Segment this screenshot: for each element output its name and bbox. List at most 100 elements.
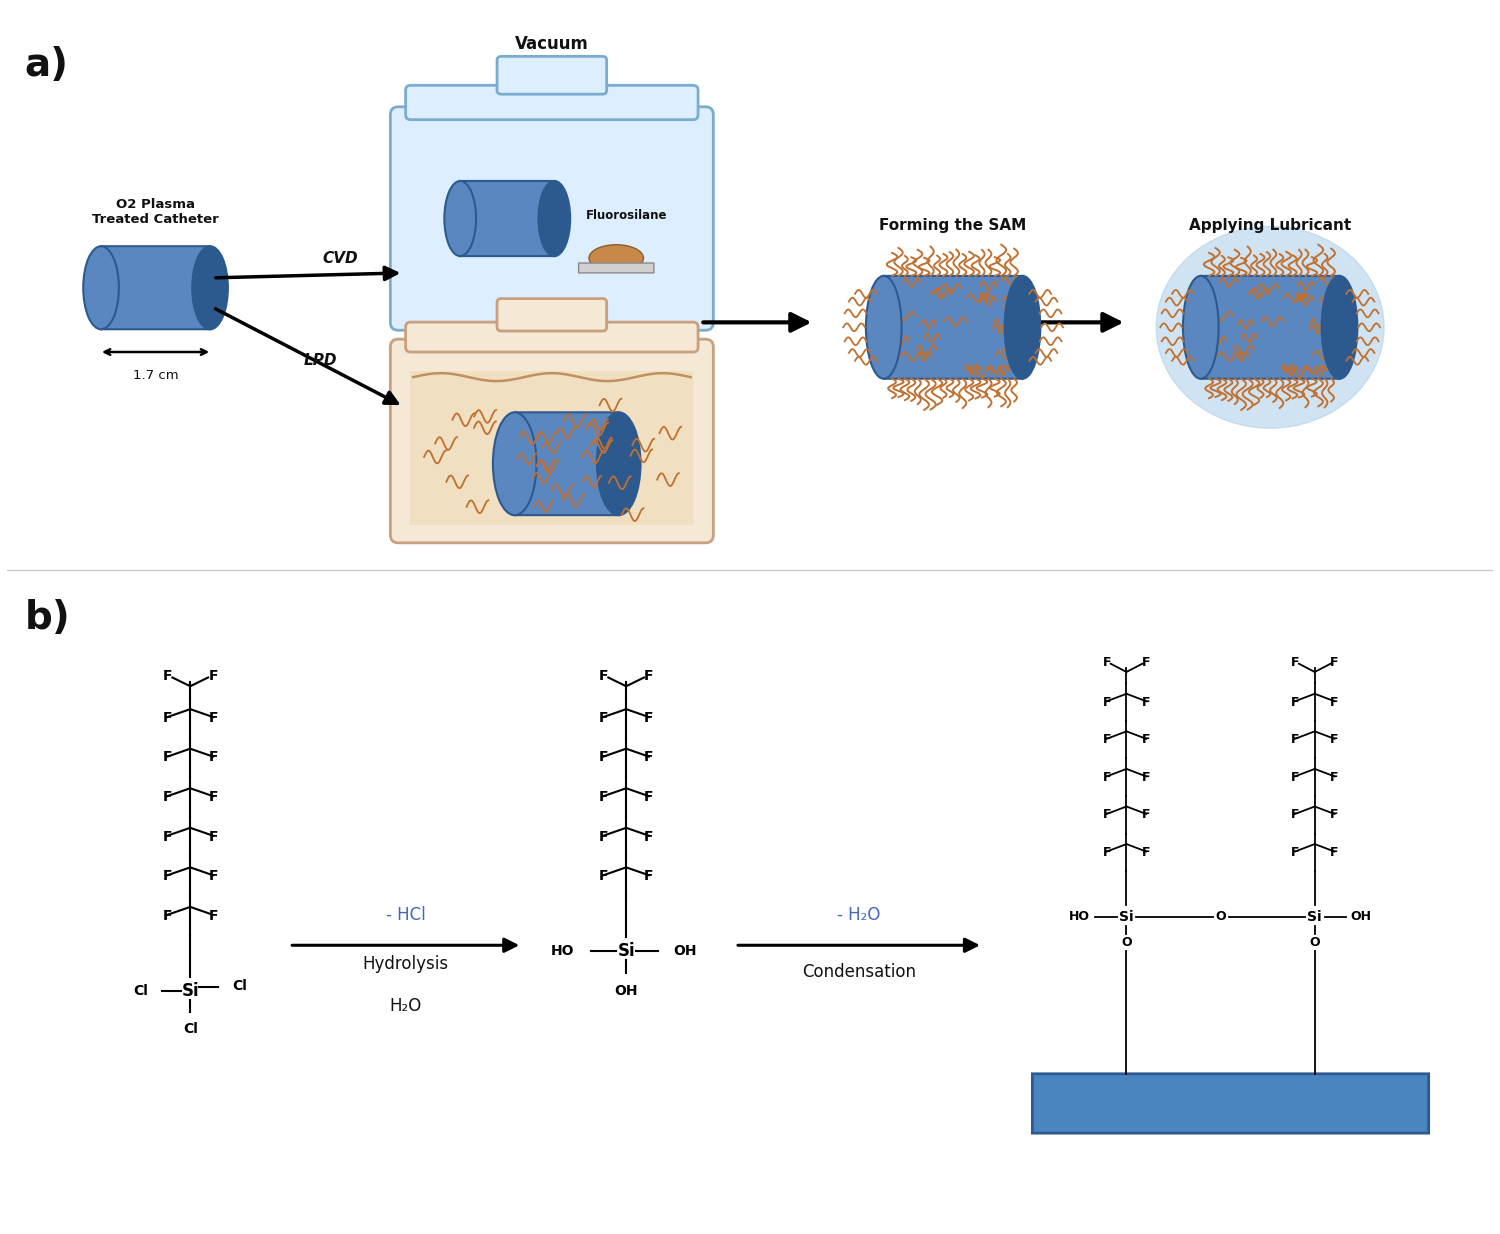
Text: F: F bbox=[162, 829, 172, 844]
Text: F: F bbox=[1330, 656, 1340, 669]
Text: F: F bbox=[1330, 696, 1340, 708]
FancyBboxPatch shape bbox=[496, 57, 606, 94]
Text: F: F bbox=[644, 790, 654, 805]
Text: O2 Plasma
Treated Catheter: O2 Plasma Treated Catheter bbox=[92, 199, 219, 227]
FancyBboxPatch shape bbox=[514, 412, 618, 515]
Text: F: F bbox=[1142, 696, 1150, 708]
Ellipse shape bbox=[538, 181, 570, 257]
Text: O: O bbox=[1215, 911, 1225, 923]
Text: F: F bbox=[1290, 733, 1299, 747]
Text: F: F bbox=[209, 829, 218, 844]
Text: F: F bbox=[598, 669, 608, 684]
Text: F: F bbox=[644, 669, 654, 684]
Text: Si: Si bbox=[182, 982, 200, 1000]
Ellipse shape bbox=[865, 276, 901, 379]
Text: F: F bbox=[1102, 845, 1112, 859]
Text: F: F bbox=[644, 711, 654, 724]
Text: F: F bbox=[598, 829, 608, 844]
Text: Si: Si bbox=[1308, 909, 1322, 924]
Text: F: F bbox=[1102, 808, 1112, 822]
Text: F: F bbox=[209, 790, 218, 805]
Text: F: F bbox=[598, 869, 608, 884]
Text: F: F bbox=[1290, 771, 1299, 784]
Text: F: F bbox=[162, 711, 172, 724]
Text: F: F bbox=[644, 829, 654, 844]
FancyBboxPatch shape bbox=[405, 85, 698, 120]
Text: F: F bbox=[1102, 733, 1112, 747]
Text: Vacuum: Vacuum bbox=[514, 35, 590, 53]
Ellipse shape bbox=[192, 247, 228, 329]
FancyBboxPatch shape bbox=[390, 339, 714, 543]
Text: Condensation: Condensation bbox=[802, 963, 916, 981]
Text: 1.7 cm: 1.7 cm bbox=[132, 369, 178, 381]
Text: F: F bbox=[1330, 845, 1340, 859]
FancyBboxPatch shape bbox=[460, 181, 555, 257]
Text: Fluorosilane: Fluorosilane bbox=[585, 209, 668, 221]
FancyBboxPatch shape bbox=[884, 276, 1023, 379]
Text: F: F bbox=[162, 669, 172, 684]
Text: a): a) bbox=[26, 46, 69, 84]
FancyBboxPatch shape bbox=[390, 107, 714, 331]
FancyBboxPatch shape bbox=[405, 322, 698, 352]
Text: F: F bbox=[1330, 733, 1340, 747]
Text: Cl: Cl bbox=[232, 979, 246, 993]
Text: F: F bbox=[1142, 733, 1150, 747]
Text: HO: HO bbox=[1068, 911, 1089, 923]
Text: F: F bbox=[1142, 808, 1150, 822]
Text: F: F bbox=[209, 711, 218, 724]
Ellipse shape bbox=[444, 181, 476, 257]
Text: H₂O: H₂O bbox=[390, 997, 422, 1014]
Ellipse shape bbox=[597, 412, 640, 515]
Text: Cl: Cl bbox=[183, 1023, 198, 1037]
Text: F: F bbox=[1330, 771, 1340, 784]
FancyBboxPatch shape bbox=[100, 247, 210, 329]
Text: F: F bbox=[1290, 696, 1299, 708]
Text: Forming the SAM: Forming the SAM bbox=[879, 218, 1026, 233]
Text: F: F bbox=[644, 750, 654, 764]
Text: Si: Si bbox=[1119, 909, 1134, 924]
Text: Applying Lubricant: Applying Lubricant bbox=[1190, 218, 1352, 233]
Text: F: F bbox=[1142, 656, 1150, 669]
FancyBboxPatch shape bbox=[1032, 1074, 1428, 1133]
Text: O: O bbox=[1310, 937, 1320, 949]
Text: F: F bbox=[209, 869, 218, 884]
Text: OH: OH bbox=[615, 983, 638, 998]
Ellipse shape bbox=[494, 412, 537, 515]
Text: F: F bbox=[598, 711, 608, 724]
Text: F: F bbox=[209, 750, 218, 764]
Text: F: F bbox=[1290, 845, 1299, 859]
Text: Hydrolysis: Hydrolysis bbox=[363, 955, 448, 974]
Text: F: F bbox=[209, 908, 218, 923]
Text: F: F bbox=[1102, 771, 1112, 784]
Ellipse shape bbox=[1156, 227, 1384, 428]
Text: F: F bbox=[1290, 656, 1299, 669]
Text: CVD: CVD bbox=[322, 251, 357, 267]
Ellipse shape bbox=[1184, 276, 1218, 379]
Ellipse shape bbox=[82, 247, 118, 329]
Text: F: F bbox=[598, 750, 608, 764]
Text: F: F bbox=[1142, 771, 1150, 784]
Text: - HCl: - HCl bbox=[386, 906, 426, 923]
Ellipse shape bbox=[1005, 276, 1041, 379]
Text: F: F bbox=[598, 790, 608, 805]
Text: O: O bbox=[1120, 937, 1132, 949]
Text: F: F bbox=[1290, 808, 1299, 822]
FancyBboxPatch shape bbox=[410, 371, 693, 524]
Text: b): b) bbox=[26, 600, 70, 637]
Text: F: F bbox=[644, 869, 654, 884]
FancyBboxPatch shape bbox=[579, 263, 654, 273]
Text: F: F bbox=[209, 669, 218, 684]
Text: F: F bbox=[162, 790, 172, 805]
Text: F: F bbox=[1330, 808, 1340, 822]
Text: Cl: Cl bbox=[134, 983, 148, 998]
FancyBboxPatch shape bbox=[1202, 276, 1340, 379]
Text: Si: Si bbox=[618, 943, 634, 960]
Ellipse shape bbox=[590, 244, 644, 271]
Text: F: F bbox=[1142, 845, 1150, 859]
Text: - H₂O: - H₂O bbox=[837, 906, 880, 923]
Text: F: F bbox=[162, 750, 172, 764]
FancyBboxPatch shape bbox=[496, 299, 606, 331]
Text: F: F bbox=[162, 869, 172, 884]
Text: OH: OH bbox=[674, 944, 698, 958]
Text: F: F bbox=[162, 908, 172, 923]
